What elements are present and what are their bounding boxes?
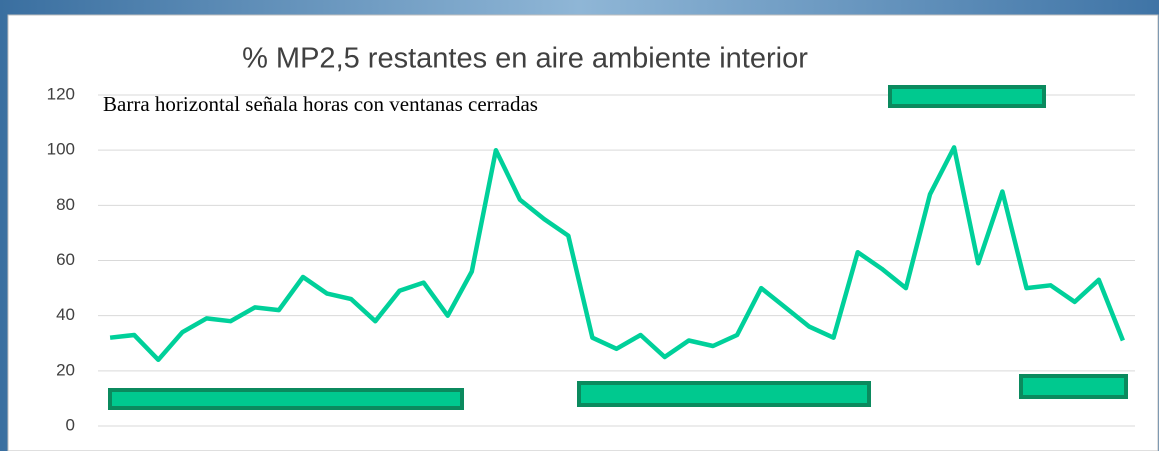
closed-window-bar (577, 381, 871, 407)
annotation: Barra horizontal señala horas con ventan… (103, 92, 538, 116)
plot (109, 145, 1125, 363)
y-tick-label: 60 (56, 250, 75, 269)
closed-window-bar (888, 85, 1046, 108)
y-tick-label: 0 (66, 415, 75, 434)
data-line (109, 145, 1125, 363)
chart-title: % MP2,5 restantes en aire ambiente inter… (242, 43, 808, 75)
y-tick-label: 80 (56, 195, 75, 214)
y-tick-label: 20 (56, 360, 75, 379)
y-tick-label: 100 (47, 140, 75, 159)
y-tick-label: 40 (56, 305, 75, 324)
closed-window-bar (108, 388, 464, 410)
closed-window-bar (1019, 374, 1128, 399)
y-tick-label: 120 (47, 84, 75, 103)
